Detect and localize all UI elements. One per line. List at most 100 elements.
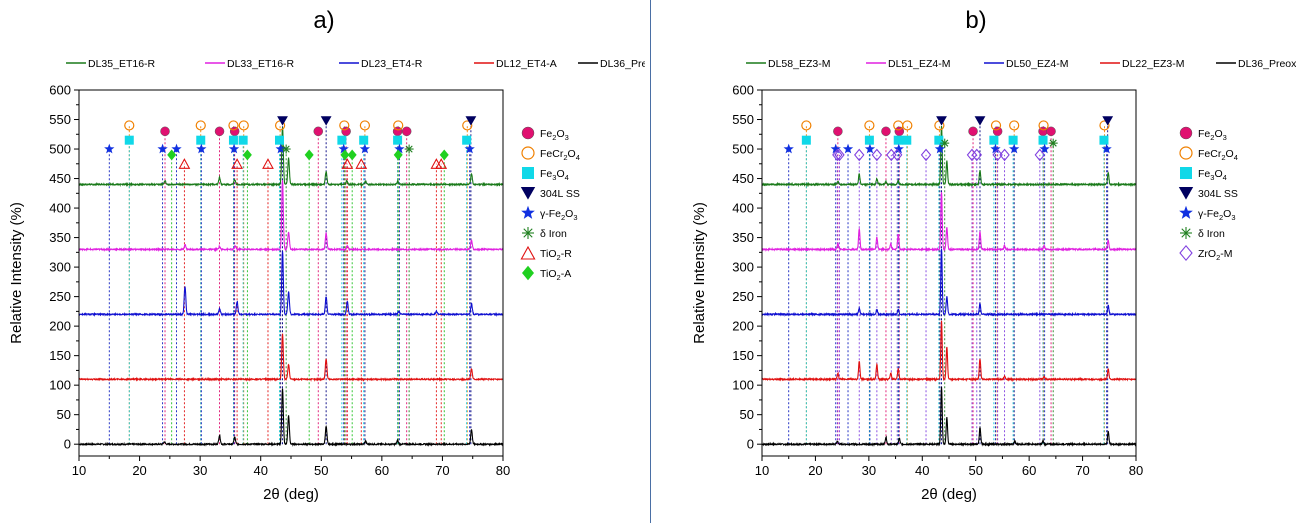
- phase-legend-item: Fe2O3: [521, 126, 569, 142]
- phase-marker: [435, 158, 448, 169]
- phase-legend-item: TiO2-A: [522, 265, 572, 282]
- subscript: 2: [563, 153, 567, 162]
- x-tick-label: 80: [1129, 463, 1143, 478]
- phase-marker: [934, 135, 944, 145]
- label-part: FeCr: [540, 148, 564, 160]
- label-part: -A: [561, 268, 572, 280]
- phase-marker: [465, 116, 477, 126]
- phase-marker: [989, 135, 999, 145]
- phase-marker: [393, 120, 404, 131]
- legend-label: DL12_ET4-A: [496, 58, 557, 70]
- y-tick-label: 250: [732, 289, 754, 304]
- phase-marker: [262, 158, 274, 169]
- y-tick-label: 600: [732, 83, 754, 98]
- y-axis-label: Relative Intensity (%): [8, 202, 25, 344]
- y-tick-label: 400: [49, 201, 71, 216]
- phase-marker: [228, 120, 239, 131]
- phase-marker: [313, 126, 324, 137]
- label-part: Fe: [1198, 128, 1210, 140]
- phase-marker: [214, 126, 225, 137]
- y-tick-label: 600: [49, 83, 71, 98]
- phase-legend-marker: [522, 227, 534, 239]
- legend-item-DL50_EZ4-M: DL50_EZ4-M: [984, 58, 1068, 70]
- phase-marker: [974, 116, 986, 126]
- y-tick-label: 200: [732, 319, 754, 334]
- legend-phase-label: δ Iron: [1198, 228, 1225, 240]
- phase-marker: [393, 135, 403, 145]
- phase-marker: [902, 135, 912, 145]
- legend-label: DL22_EZ3-M: [1122, 58, 1184, 70]
- series-legend: DL58_EZ3-M DL51_EZ4-M DL50_EZ4-M DL22_EZ3-M…: [746, 58, 1296, 70]
- phase-legend-marker: [520, 245, 536, 260]
- phase-legend-marker: [1179, 244, 1193, 262]
- phase-marker: [940, 138, 950, 148]
- series-line-DL35_ET16-R: [78, 127, 504, 188]
- label-part: ZrO: [1198, 248, 1216, 260]
- x-tick-label: 40: [915, 463, 929, 478]
- phase-marker: [338, 143, 349, 154]
- phase-marker: [462, 135, 472, 145]
- phase-marker: [340, 149, 350, 161]
- label-part: δ Iron: [540, 228, 567, 240]
- phase-marker: [464, 143, 475, 154]
- phase-marker-stroke: [405, 145, 413, 153]
- subscript: 4: [576, 153, 580, 162]
- legend-phase-label: FeCr2O4: [1198, 148, 1238, 162]
- legend-label: DL50_EZ4-M: [1006, 58, 1068, 70]
- phase-marker: [893, 135, 903, 145]
- panel-label: a): [313, 7, 334, 34]
- subscript: 3: [1231, 213, 1235, 222]
- legend-phase-label: 304L SS: [540, 188, 580, 200]
- legend-label: DL23_ET4-R: [361, 58, 423, 70]
- phase-marker: [864, 120, 875, 131]
- axes: 10 20 30 40 50 60 70 80 0 50 100 150 200 250 300 350 400…: [691, 83, 1143, 504]
- label-part: O: [1223, 208, 1231, 220]
- legend-label: DL58_EZ3-M: [768, 58, 830, 70]
- x-tick-label: 20: [808, 463, 822, 478]
- y-tick-label: 150: [732, 348, 754, 363]
- y-tick-label: 100: [732, 378, 754, 393]
- legend-item-DL36_Preox: DL36_Preox: [1216, 58, 1296, 70]
- phase-marker: [854, 148, 865, 162]
- y-tick-label: 400: [732, 201, 754, 216]
- phase-legend-item: γ-Fe2O3: [1179, 205, 1236, 222]
- phase-marker: [401, 126, 412, 137]
- x-axis-label: 2θ (deg): [263, 486, 319, 503]
- phase-marker: [864, 143, 876, 154]
- legend-item-DL22_EZ3-M: DL22_EZ3-M: [1100, 58, 1184, 70]
- label-part: -R: [561, 248, 572, 260]
- y-tick-label: 500: [49, 142, 71, 157]
- phase-markers: [104, 116, 477, 169]
- phase-legend-marker: [1178, 187, 1194, 200]
- series-line-DL23_ET4-R: [78, 251, 504, 318]
- legend-label: DL36_Preox: [600, 58, 645, 70]
- phase-marker: [439, 149, 449, 161]
- phase-marker: [920, 148, 932, 162]
- subscript: 2: [1216, 253, 1220, 262]
- phase-legend-marker: [1179, 205, 1193, 219]
- subscript: 4: [565, 173, 569, 182]
- label-part: O: [565, 208, 573, 220]
- y-tick-label: 200: [49, 319, 71, 334]
- phase-marker: [968, 126, 978, 137]
- y-tick-label: 0: [64, 437, 71, 452]
- phase-legend-marker: [521, 146, 535, 160]
- phase-legend-marker: [1180, 227, 1192, 239]
- y-tick-label: 0: [747, 437, 754, 452]
- phase-marker: [1038, 135, 1048, 145]
- phase-marker: [801, 135, 811, 145]
- phase-marker: [1034, 148, 1046, 162]
- series-line-DL58_EZ3-M: [761, 126, 1137, 188]
- phase-legend-marker: [1179, 126, 1193, 140]
- legend-phase-label: Fe2O3: [1198, 128, 1227, 142]
- phase-marker: [462, 120, 473, 131]
- plot-frame: [78, 89, 504, 457]
- label-part: γ-Fe: [1198, 208, 1219, 220]
- phase-legend-item: TiO2-R: [520, 245, 572, 262]
- phase-legend-item: γ-Fe2O3: [521, 205, 578, 222]
- phase-marker: [990, 120, 1002, 131]
- phase-legend-item: Fe3O4: [522, 167, 569, 182]
- phase-marker: [1048, 138, 1058, 148]
- phase-marker: [881, 126, 891, 137]
- phase-marker: [971, 148, 982, 162]
